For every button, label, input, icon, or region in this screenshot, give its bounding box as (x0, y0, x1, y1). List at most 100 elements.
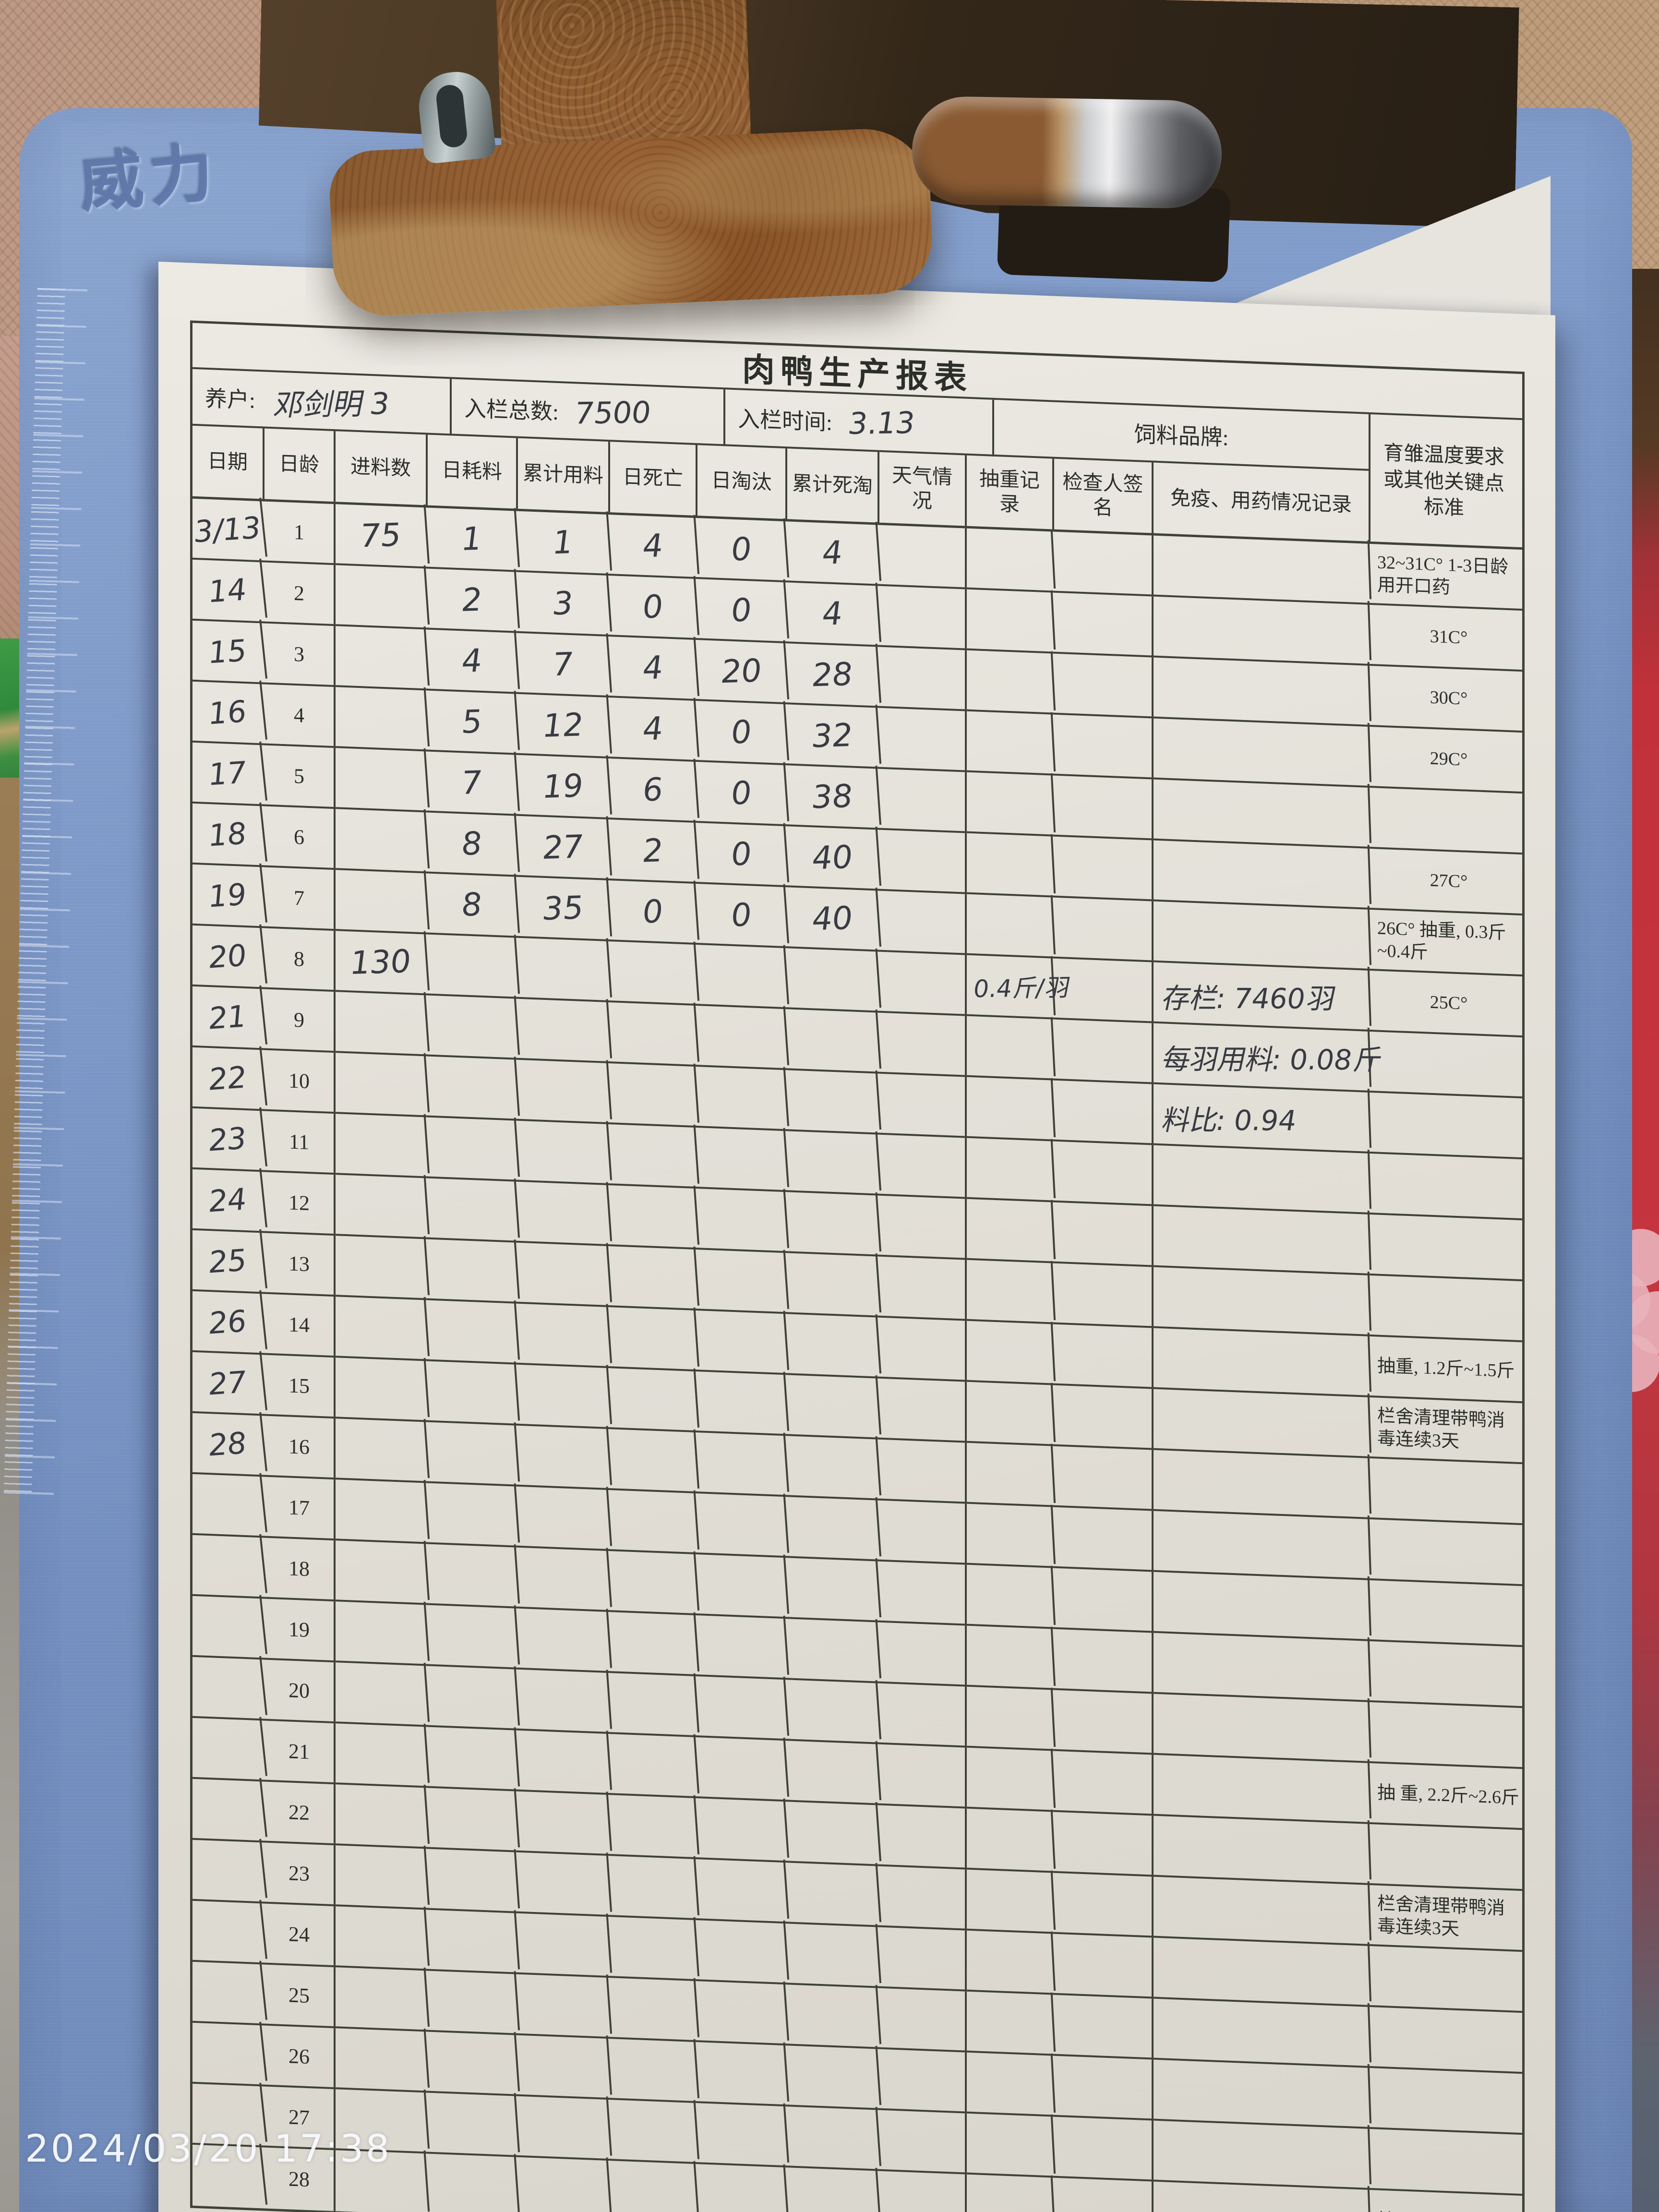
cell-cum-death (785, 1741, 882, 1803)
cell-daily-feed (425, 1300, 520, 1363)
cell-date (189, 1656, 268, 1720)
cell-daily-feed (425, 1118, 520, 1180)
cell-feed-in (333, 626, 430, 688)
cell-daily-death (608, 1917, 700, 1979)
cell-daily-cull: 0 (695, 701, 790, 763)
cell-feed-in (333, 748, 430, 810)
col-header-cum-feed: 累计用料 (518, 438, 610, 513)
cell-date (189, 1839, 268, 1903)
cell-daily-feed (425, 1178, 520, 1241)
cell-temp-note (1370, 1519, 1527, 1585)
cell-inspector (1054, 1995, 1154, 2058)
cell-date: 17 (189, 741, 268, 805)
cell-cum-death (785, 1558, 882, 1621)
cell-inspector (1054, 1751, 1154, 1814)
cell-daily-cull: 0 (695, 823, 790, 885)
cell-feed-in (333, 809, 430, 871)
cell-inspector (1054, 2177, 1154, 2212)
total-in-value-handwritten: 7500 (574, 394, 652, 431)
cell-cum-feed (516, 1487, 613, 1549)
cell-medication: 每羽用料: 0.08斤 (1152, 1027, 1380, 1087)
cell-date: 26 (189, 1290, 268, 1354)
cell-age: 16 (264, 1416, 336, 1478)
cell-daily-cull (695, 1432, 790, 1495)
cell-daily-feed: 1 (425, 508, 520, 570)
cell-cum-death: 32 (785, 704, 882, 767)
cell-inspector (1054, 1446, 1154, 1509)
cell-weather (879, 830, 967, 892)
cell-daily-feed: 7 (425, 752, 520, 814)
cell-daily-death (608, 2100, 700, 2162)
cell-weight-record (965, 834, 1056, 895)
cell-weather (879, 586, 967, 649)
cell-feed-in (333, 565, 430, 627)
cell-inspector (1054, 1507, 1154, 1570)
cell-age: 19 (264, 1599, 336, 1661)
cell-temp-note: 31C° (1430, 626, 1468, 649)
cell-weight-record (965, 651, 1056, 712)
cell-daily-cull (695, 1554, 790, 1617)
cell-cum-feed (516, 1304, 613, 1366)
cell-medication (1152, 2185, 1372, 2212)
cell-daily-cull: 20 (695, 640, 790, 702)
cell-temp-note: 抽重, 1.2斤~1.5斤 (1377, 1356, 1515, 1382)
cell-cum-feed: 35 (516, 877, 613, 939)
cell-daily-death (608, 2039, 700, 2101)
cell-weather (879, 1073, 967, 1136)
cell-cum-death (785, 1923, 882, 1986)
cell-age: 3 (264, 623, 336, 685)
cell-age: 5 (264, 745, 336, 807)
cell-cum-feed (516, 1670, 613, 1732)
cell-feed-in (333, 1358, 430, 1420)
cell-cum-feed: 19 (516, 755, 613, 817)
cell-daily-death (608, 1063, 700, 1126)
cell-medication (1152, 905, 1372, 965)
cell-age: 1 (264, 501, 336, 564)
cell-daily-cull: 0 (695, 518, 790, 580)
cell-medication (1152, 1636, 1372, 1697)
cell-date: 20 (189, 924, 268, 988)
cell-daily-feed (425, 1971, 520, 2033)
cell-daily-death (608, 2161, 700, 2212)
cell-daily-cull (695, 2103, 790, 2165)
cell-cum-feed (516, 1426, 613, 1488)
cell-medication: 料比: 0.94 (1152, 1088, 1372, 1148)
cell-inspector (1054, 1690, 1154, 1753)
col-header-daily-cull: 日淘汰 (697, 445, 787, 519)
cell-weather (879, 1378, 967, 1441)
cell-weather (879, 1439, 967, 1502)
cell-date (189, 1534, 268, 1598)
cell-age: 6 (264, 806, 336, 868)
cell-age: 26 (264, 2025, 336, 2088)
cell-cum-death (785, 1070, 882, 1133)
col-header-cum-death: 累计死淘 (787, 448, 879, 523)
cell-daily-feed: 5 (425, 691, 520, 753)
farmer-field: 养户: 邓剑明 3 (192, 369, 452, 436)
cell-feed-in (333, 2028, 430, 2091)
cell-weight-record (965, 590, 1056, 651)
cell-date: 24 (189, 1168, 268, 1232)
cell-age: 22 (264, 1781, 336, 1844)
cell-daily-cull (695, 1310, 790, 1373)
cell-daily-death (608, 1795, 700, 1857)
cell-weather (879, 1805, 967, 1868)
cell-inspector (1054, 1080, 1154, 1143)
cell-cum-death (785, 948, 882, 1011)
cell-cum-death: 40 (785, 826, 882, 889)
cell-cum-death (785, 1314, 882, 1377)
cell-medication (1152, 2002, 1372, 2063)
cell-inspector (1054, 1812, 1154, 1875)
cell-date: 28 (189, 1412, 268, 1476)
cell-daily-death: 4 (608, 697, 700, 760)
cell-cum-feed: 3 (516, 572, 613, 635)
cell-temp-note: 32~31C° 1-3日龄用开口药 (1377, 552, 1509, 598)
cell-daily-feed (425, 1057, 520, 1119)
cell-daily-cull (695, 1615, 790, 1678)
cell-inspector (1054, 1019, 1154, 1082)
total-in-field: 入栏总数: 7500 (452, 379, 725, 446)
cell-weather (879, 525, 967, 588)
cell-inspector (1054, 1141, 1154, 1204)
cell-age: 12 (264, 1172, 336, 1234)
entry-time-field: 入栏时间: 3.13 (725, 389, 994, 457)
cell-inspector (1054, 1873, 1154, 1936)
